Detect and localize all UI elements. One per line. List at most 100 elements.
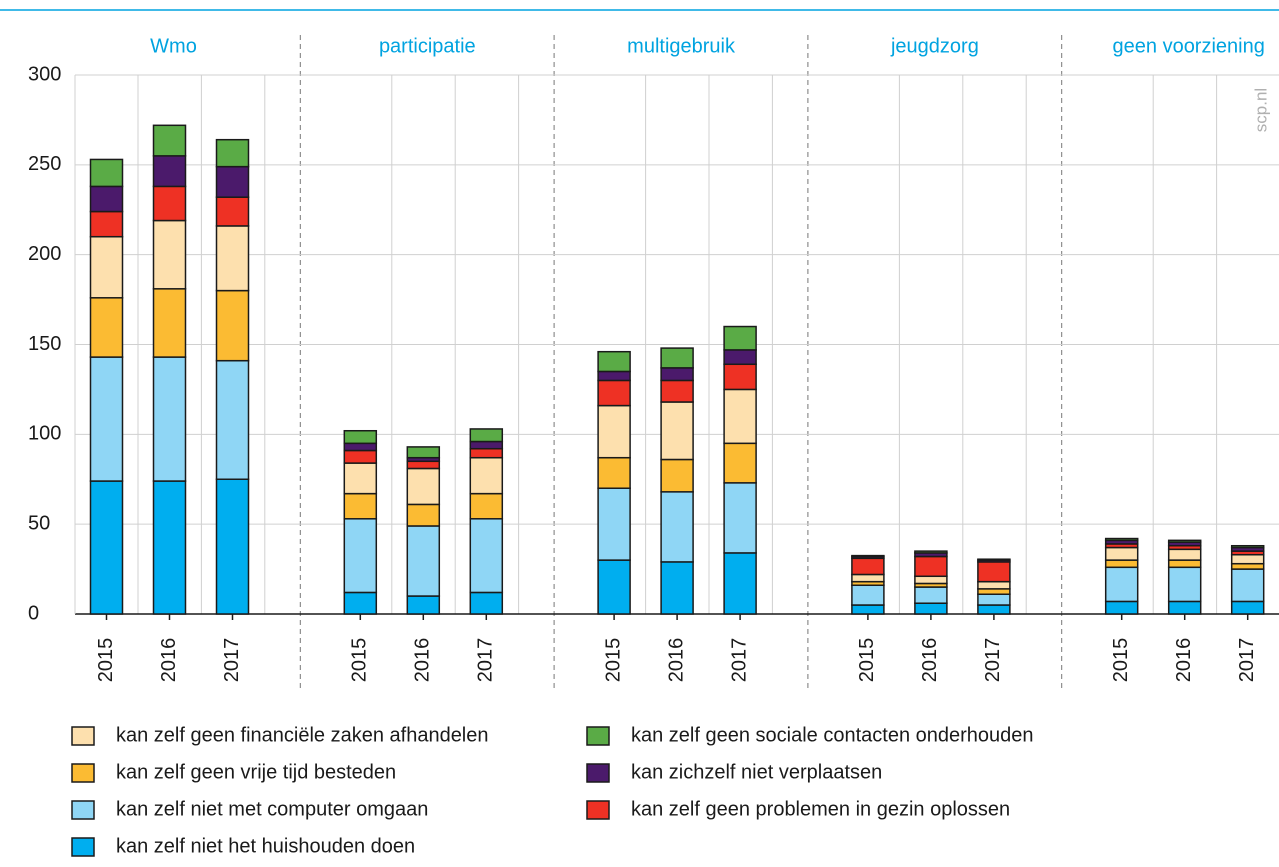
bar-segment bbox=[597, 456, 631, 489]
bar-segment bbox=[723, 363, 757, 391]
bar-segment bbox=[343, 429, 378, 445]
bar-segment bbox=[660, 491, 694, 563]
bar-segment bbox=[89, 480, 124, 615]
bar-segment bbox=[469, 440, 504, 450]
bar-segment bbox=[343, 462, 378, 495]
bar-segment bbox=[152, 356, 187, 482]
bar-segment bbox=[469, 518, 504, 594]
bar-segment bbox=[1230, 600, 1265, 615]
bar-segment bbox=[723, 482, 757, 554]
bar-segment bbox=[851, 557, 885, 576]
legend-swatch bbox=[586, 726, 610, 746]
bar-segment bbox=[723, 349, 757, 366]
group-label: Wmo bbox=[150, 35, 197, 57]
bar-segment bbox=[469, 456, 504, 495]
bar-segment bbox=[343, 442, 378, 452]
bar-segment bbox=[851, 573, 885, 583]
x-tick-label: 2016 bbox=[919, 638, 941, 683]
y-tick-label: 0 bbox=[28, 602, 39, 624]
x-tick-label: 2015 bbox=[1110, 638, 1132, 683]
bar-segment bbox=[89, 235, 124, 299]
legend-swatch bbox=[71, 800, 95, 820]
bar-segment bbox=[723, 325, 757, 351]
bar-segment bbox=[152, 124, 187, 157]
bar-segment bbox=[406, 595, 441, 615]
bar-segment bbox=[597, 370, 631, 382]
group-label: geen voorziening bbox=[1113, 35, 1265, 57]
bar-segment bbox=[1167, 566, 1202, 603]
x-tick-label: 2015 bbox=[602, 638, 624, 683]
bar-segment bbox=[152, 288, 187, 358]
x-tick-label: 2016 bbox=[158, 638, 180, 683]
x-tick-label: 2015 bbox=[95, 638, 117, 683]
legend-label: kan zelf niet met computer omgaan bbox=[116, 798, 428, 820]
bar-segment bbox=[1230, 544, 1265, 549]
bar-segment bbox=[215, 478, 250, 615]
bar-segment bbox=[89, 297, 124, 358]
x-tick-label: 2015 bbox=[856, 638, 878, 683]
bar-segment bbox=[1104, 546, 1139, 561]
bar-segment bbox=[215, 196, 250, 227]
bar-segment bbox=[343, 449, 378, 464]
bar-segment bbox=[851, 604, 885, 615]
bar-segment bbox=[977, 558, 1011, 561]
bar-segment bbox=[152, 219, 187, 290]
legend-swatch bbox=[71, 763, 95, 783]
bar-segment bbox=[597, 559, 631, 615]
bar-segment bbox=[851, 554, 885, 558]
y-tick-label: 250 bbox=[28, 153, 61, 175]
watermark: scp.nl bbox=[1251, 88, 1270, 132]
bar-segment bbox=[977, 588, 1011, 595]
bar-segment bbox=[152, 480, 187, 615]
legend-label: kan zelf geen problemen in gezin oplosse… bbox=[631, 798, 1010, 820]
bar-segment bbox=[914, 586, 948, 604]
bar-segment bbox=[660, 458, 694, 493]
y-tick-label: 200 bbox=[28, 243, 61, 265]
legend-label: kan zelf geen financiële zaken afhandele… bbox=[116, 724, 489, 746]
y-tick-label: 300 bbox=[28, 63, 61, 85]
legend-swatch bbox=[71, 837, 95, 857]
bar-segment bbox=[469, 591, 504, 615]
x-tick-label: 2017 bbox=[475, 638, 497, 683]
bar-segment bbox=[343, 518, 378, 594]
bar-segment bbox=[977, 561, 1011, 583]
bar-segment bbox=[406, 525, 441, 597]
bar-segment bbox=[1230, 562, 1265, 570]
bar-segment bbox=[215, 225, 250, 292]
bar-segment bbox=[597, 487, 631, 561]
bar-segment bbox=[1104, 537, 1139, 542]
bar-segment bbox=[660, 367, 694, 382]
group-label: jeugdzorg bbox=[890, 35, 979, 57]
bar-segment bbox=[914, 550, 948, 554]
x-tick-label: 2017 bbox=[1236, 638, 1258, 683]
bar-segment bbox=[660, 379, 694, 403]
x-tick-label: 2015 bbox=[349, 638, 371, 683]
bar-segment bbox=[1230, 568, 1265, 603]
bar-segment bbox=[914, 555, 948, 578]
bar-segment bbox=[152, 155, 187, 188]
y-tick-label: 100 bbox=[28, 423, 61, 445]
bar-segment bbox=[152, 185, 187, 222]
group-label: multigebruik bbox=[627, 35, 736, 57]
x-tick-label: 2016 bbox=[665, 638, 687, 683]
bar-segment bbox=[215, 165, 250, 198]
bar-segment bbox=[406, 446, 441, 459]
bar-segment bbox=[597, 379, 631, 407]
bar-segment bbox=[89, 185, 124, 213]
bar-segment bbox=[914, 602, 948, 615]
bar-segment bbox=[469, 447, 504, 459]
bar-segment bbox=[89, 210, 124, 238]
legend-swatch bbox=[71, 726, 95, 746]
x-tick-label: 2017 bbox=[221, 638, 243, 683]
y-tick-label: 150 bbox=[28, 333, 61, 355]
bar-segment bbox=[1167, 548, 1202, 561]
x-tick-label: 2016 bbox=[412, 638, 434, 683]
x-tick-label: 2017 bbox=[982, 638, 1004, 683]
bar-segment bbox=[1104, 600, 1139, 615]
bar-segment bbox=[723, 442, 757, 484]
bar-segment bbox=[660, 401, 694, 461]
bar-segment bbox=[977, 593, 1011, 606]
bar-segment bbox=[1104, 566, 1139, 603]
bar-segment bbox=[914, 575, 948, 585]
